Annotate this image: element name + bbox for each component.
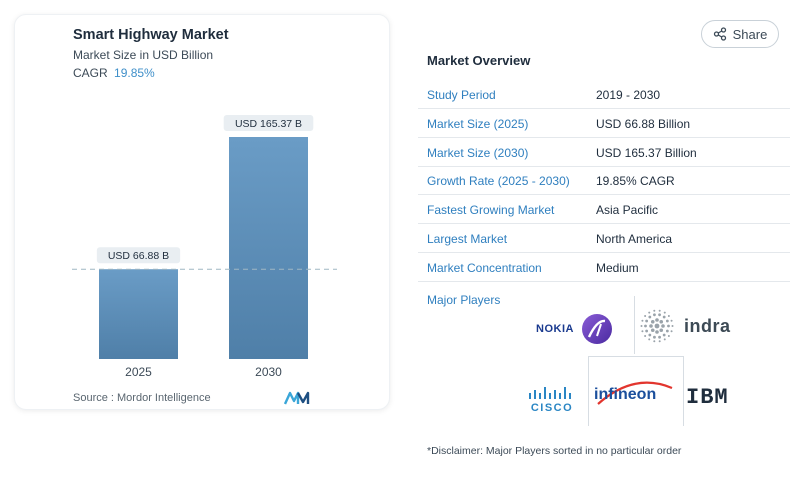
- share-label: Share: [732, 26, 768, 42]
- cagr-value: 19.85%: [114, 66, 155, 80]
- overview-label: Growth Rate (2025 - 2030): [427, 173, 570, 188]
- overview-value: USD 165.37 Billion: [596, 145, 697, 160]
- indra-dots-icon: [640, 309, 674, 343]
- overview-value: Medium: [596, 260, 639, 275]
- mordor-intelligence-logo-icon: [284, 391, 310, 405]
- overview-value: 19.85% CAGR: [596, 173, 675, 188]
- bar-2030: [229, 137, 308, 359]
- infineon-swoosh-icon: [597, 381, 673, 405]
- logo-grid-divider: [588, 356, 683, 357]
- source-text: Source : Mordor Intelligence: [73, 392, 211, 404]
- logo-grid-divider: [683, 356, 684, 426]
- overview-row-fastest-growing: Fastest Growing Market Asia Pacific: [418, 196, 790, 224]
- overview-row-market-size-2030: Market Size (2030) USD 165.37 Billion: [418, 139, 790, 167]
- overview-label: Market Concentration: [427, 260, 542, 275]
- overview-row-concentration: Market Concentration Medium: [418, 254, 790, 282]
- overview-row-growth-rate: Growth Rate (2025 - 2030) 19.85% CAGR: [418, 167, 790, 195]
- cisco-logo: CISCO: [528, 386, 576, 414]
- market-overview-title: Market Overview: [427, 53, 531, 68]
- ibm-logo-text: IBM: [686, 385, 729, 410]
- overview-row-study-period: Study Period 2019 - 2030: [418, 81, 790, 109]
- share-button[interactable]: Share: [701, 20, 779, 48]
- data-label-2025: USD 66.88 B: [108, 250, 169, 262]
- indra-logo: indra: [640, 309, 731, 343]
- overview-value: 2019 - 2030: [596, 87, 661, 102]
- overview-label: Market Size (2030): [427, 145, 529, 160]
- x-tick-label-2025: 2025: [125, 365, 152, 379]
- overview-label: Study Period: [427, 87, 496, 102]
- alcatel-swirl-icon: [581, 314, 612, 344]
- overview-value: USD 66.88 Billion: [596, 116, 691, 131]
- nokia-logo-text: NOKIA: [536, 323, 574, 335]
- bar-chart: USD 66.88 B 2025 USD 165.37 B 2030: [72, 115, 337, 379]
- data-label-2030: USD 165.37 B: [235, 118, 302, 130]
- chart-subtitle: Market Size in USD Billion: [73, 48, 214, 62]
- chart-card: Smart Highway Market Market Size in USD …: [14, 14, 390, 410]
- data-label-background: [96, 247, 181, 264]
- cisco-logo-text: CISCO: [530, 402, 574, 414]
- overview-row-market-size-2025: Market Size (2025) USD 66.88 Billion: [418, 110, 790, 138]
- overview-value: Asia Pacific: [596, 202, 659, 217]
- bar-2025: [99, 269, 178, 359]
- indra-logo-text: indra: [684, 315, 731, 336]
- overview-label: Fastest Growing Market: [427, 202, 555, 217]
- logo-grid-divider: [588, 356, 589, 426]
- disclaimer-text: *Disclaimer: Major Players sorted in no …: [427, 445, 682, 457]
- infineon-logo-text: infineon: [594, 386, 657, 403]
- chart-title: Smart Highway Market: [73, 27, 229, 43]
- cagr-line: CAGR 19.85%: [73, 66, 155, 80]
- infineon-logo: infineon: [594, 378, 673, 405]
- cisco-bars-icon: [529, 387, 571, 399]
- nokia-logo: NOKIA: [536, 312, 614, 346]
- x-tick-label-2030: 2030: [255, 365, 282, 379]
- ibm-logo: IBM: [686, 385, 729, 410]
- overview-label: Market Size (2025): [427, 116, 529, 131]
- overview-value: North America: [596, 231, 673, 246]
- logo-grid-divider: [634, 296, 635, 354]
- cagr-label: CAGR: [73, 66, 108, 80]
- data-label-background: [223, 115, 314, 131]
- share-icon: [713, 27, 726, 41]
- overview-row-largest-market: Largest Market North America: [418, 225, 790, 253]
- overview-label: Largest Market: [427, 231, 508, 246]
- major-players-title: Major Players: [427, 293, 501, 307]
